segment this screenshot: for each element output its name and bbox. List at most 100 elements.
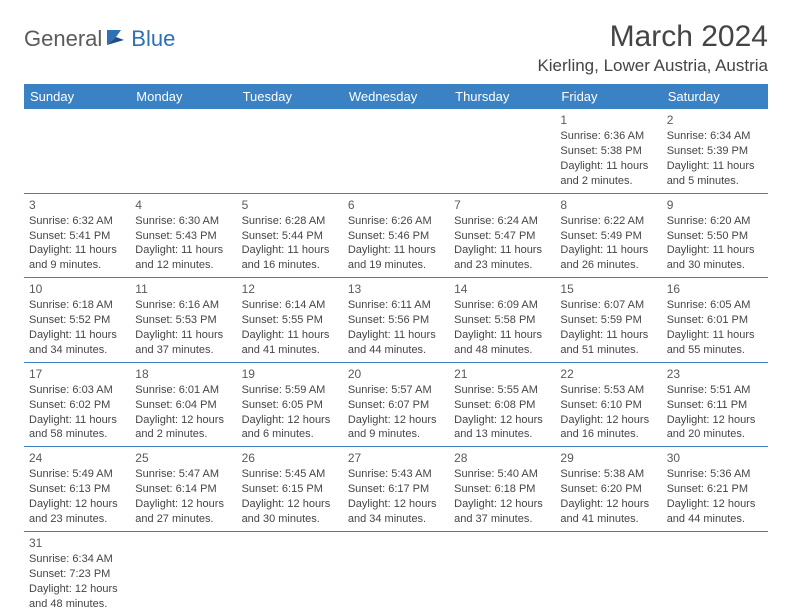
day-detail: Sunset: 5:44 PM: [242, 229, 338, 244]
day-detail: Daylight: 11 hours: [29, 413, 125, 428]
day-detail: Sunset: 6:14 PM: [135, 482, 231, 497]
calendar-cell: 26Sunrise: 5:45 AMSunset: 6:15 PMDayligh…: [237, 447, 343, 532]
day-number: 27: [348, 450, 444, 466]
calendar-cell: 7Sunrise: 6:24 AMSunset: 5:47 PMDaylight…: [449, 193, 555, 278]
day-detail: and 58 minutes.: [29, 427, 125, 442]
day-number: 31: [29, 535, 125, 551]
calendar-cell: 1Sunrise: 6:36 AMSunset: 5:38 PMDaylight…: [555, 109, 661, 193]
day-detail: Sunrise: 6:32 AM: [29, 214, 125, 229]
flag-icon: [106, 28, 128, 51]
month-title: March 2024: [537, 20, 768, 54]
calendar-cell: 30Sunrise: 5:36 AMSunset: 6:21 PMDayligh…: [662, 447, 768, 532]
day-detail: Sunrise: 6:36 AM: [560, 129, 656, 144]
dayname-friday: Friday: [555, 84, 661, 109]
calendar-row: 31Sunrise: 6:34 AMSunset: 7:23 PMDayligh…: [24, 531, 768, 615]
day-detail: Sunrise: 5:57 AM: [348, 383, 444, 398]
calendar-body: 1Sunrise: 6:36 AMSunset: 5:38 PMDaylight…: [24, 109, 768, 615]
day-number: 16: [667, 281, 763, 297]
day-number: 23: [667, 366, 763, 382]
day-detail: Daylight: 12 hours: [242, 413, 338, 428]
calendar-cell: 5Sunrise: 6:28 AMSunset: 5:44 PMDaylight…: [237, 193, 343, 278]
calendar-cell: 19Sunrise: 5:59 AMSunset: 6:05 PMDayligh…: [237, 362, 343, 447]
calendar-cell: [24, 109, 130, 193]
day-detail: Sunset: 5:52 PM: [29, 313, 125, 328]
day-detail: and 27 minutes.: [135, 512, 231, 527]
calendar-table: Sunday Monday Tuesday Wednesday Thursday…: [24, 84, 768, 615]
day-detail: Sunrise: 5:36 AM: [667, 467, 763, 482]
day-detail: Sunset: 6:04 PM: [135, 398, 231, 413]
calendar-row: 17Sunrise: 6:03 AMSunset: 6:02 PMDayligh…: [24, 362, 768, 447]
day-detail: and 41 minutes.: [242, 343, 338, 358]
day-detail: Daylight: 12 hours: [560, 497, 656, 512]
day-detail: Daylight: 12 hours: [454, 413, 550, 428]
calendar-cell: [237, 109, 343, 193]
calendar-cell: 14Sunrise: 6:09 AMSunset: 5:58 PMDayligh…: [449, 278, 555, 363]
calendar-cell: [343, 109, 449, 193]
calendar-cell: 8Sunrise: 6:22 AMSunset: 5:49 PMDaylight…: [555, 193, 661, 278]
day-detail: Sunrise: 5:59 AM: [242, 383, 338, 398]
day-detail: Sunset: 5:38 PM: [560, 144, 656, 159]
day-number: 2: [667, 112, 763, 128]
day-detail: and 55 minutes.: [667, 343, 763, 358]
day-number: 3: [29, 197, 125, 213]
calendar-row: 3Sunrise: 6:32 AMSunset: 5:41 PMDaylight…: [24, 193, 768, 278]
day-detail: Sunset: 5:49 PM: [560, 229, 656, 244]
calendar-cell: [130, 531, 236, 615]
calendar-cell: [662, 531, 768, 615]
day-detail: Daylight: 11 hours: [29, 243, 125, 258]
day-detail: Sunset: 6:02 PM: [29, 398, 125, 413]
day-number: 22: [560, 366, 656, 382]
day-detail: Daylight: 12 hours: [29, 582, 125, 597]
calendar-cell: 21Sunrise: 5:55 AMSunset: 6:08 PMDayligh…: [449, 362, 555, 447]
calendar-cell: 12Sunrise: 6:14 AMSunset: 5:55 PMDayligh…: [237, 278, 343, 363]
calendar-cell: [449, 109, 555, 193]
calendar-cell: 2Sunrise: 6:34 AMSunset: 5:39 PMDaylight…: [662, 109, 768, 193]
day-detail: and 16 minutes.: [560, 427, 656, 442]
dayname-row: Sunday Monday Tuesday Wednesday Thursday…: [24, 84, 768, 109]
day-detail: Sunset: 6:10 PM: [560, 398, 656, 413]
day-detail: and 6 minutes.: [242, 427, 338, 442]
day-number: 19: [242, 366, 338, 382]
day-number: 10: [29, 281, 125, 297]
day-number: 9: [667, 197, 763, 213]
day-detail: Sunset: 6:13 PM: [29, 482, 125, 497]
calendar-cell: 4Sunrise: 6:30 AMSunset: 5:43 PMDaylight…: [130, 193, 236, 278]
calendar-cell: [130, 109, 236, 193]
day-detail: Sunrise: 6:16 AM: [135, 298, 231, 313]
day-detail: Daylight: 12 hours: [242, 497, 338, 512]
day-number: 17: [29, 366, 125, 382]
day-detail: Sunset: 6:07 PM: [348, 398, 444, 413]
calendar-cell: 25Sunrise: 5:47 AMSunset: 6:14 PMDayligh…: [130, 447, 236, 532]
day-detail: and 2 minutes.: [560, 174, 656, 189]
day-detail: Sunrise: 6:05 AM: [667, 298, 763, 313]
day-detail: Sunrise: 6:34 AM: [29, 552, 125, 567]
calendar-cell: 6Sunrise: 6:26 AMSunset: 5:46 PMDaylight…: [343, 193, 449, 278]
day-detail: Sunset: 5:58 PM: [454, 313, 550, 328]
day-detail: Sunset: 5:43 PM: [135, 229, 231, 244]
day-detail: Sunrise: 6:28 AM: [242, 214, 338, 229]
day-detail: and 41 minutes.: [560, 512, 656, 527]
day-number: 8: [560, 197, 656, 213]
dayname-tuesday: Tuesday: [237, 84, 343, 109]
calendar-cell: 3Sunrise: 6:32 AMSunset: 5:41 PMDaylight…: [24, 193, 130, 278]
calendar-cell: 31Sunrise: 6:34 AMSunset: 7:23 PMDayligh…: [24, 531, 130, 615]
day-detail: Sunset: 6:20 PM: [560, 482, 656, 497]
day-detail: and 34 minutes.: [348, 512, 444, 527]
day-detail: Sunset: 5:47 PM: [454, 229, 550, 244]
day-detail: Daylight: 11 hours: [667, 159, 763, 174]
day-detail: and 26 minutes.: [560, 258, 656, 273]
day-detail: and 48 minutes.: [454, 343, 550, 358]
day-detail: Sunrise: 5:47 AM: [135, 467, 231, 482]
calendar-cell: 16Sunrise: 6:05 AMSunset: 6:01 PMDayligh…: [662, 278, 768, 363]
day-detail: Daylight: 12 hours: [29, 497, 125, 512]
day-number: 6: [348, 197, 444, 213]
day-detail: Sunset: 6:15 PM: [242, 482, 338, 497]
calendar-cell: 15Sunrise: 6:07 AMSunset: 5:59 PMDayligh…: [555, 278, 661, 363]
logo-text-general: General: [24, 26, 102, 52]
day-detail: Daylight: 12 hours: [667, 497, 763, 512]
day-detail: Daylight: 11 hours: [560, 328, 656, 343]
day-detail: Daylight: 11 hours: [242, 328, 338, 343]
dayname-wednesday: Wednesday: [343, 84, 449, 109]
day-detail: and 30 minutes.: [667, 258, 763, 273]
day-detail: Sunset: 5:53 PM: [135, 313, 231, 328]
